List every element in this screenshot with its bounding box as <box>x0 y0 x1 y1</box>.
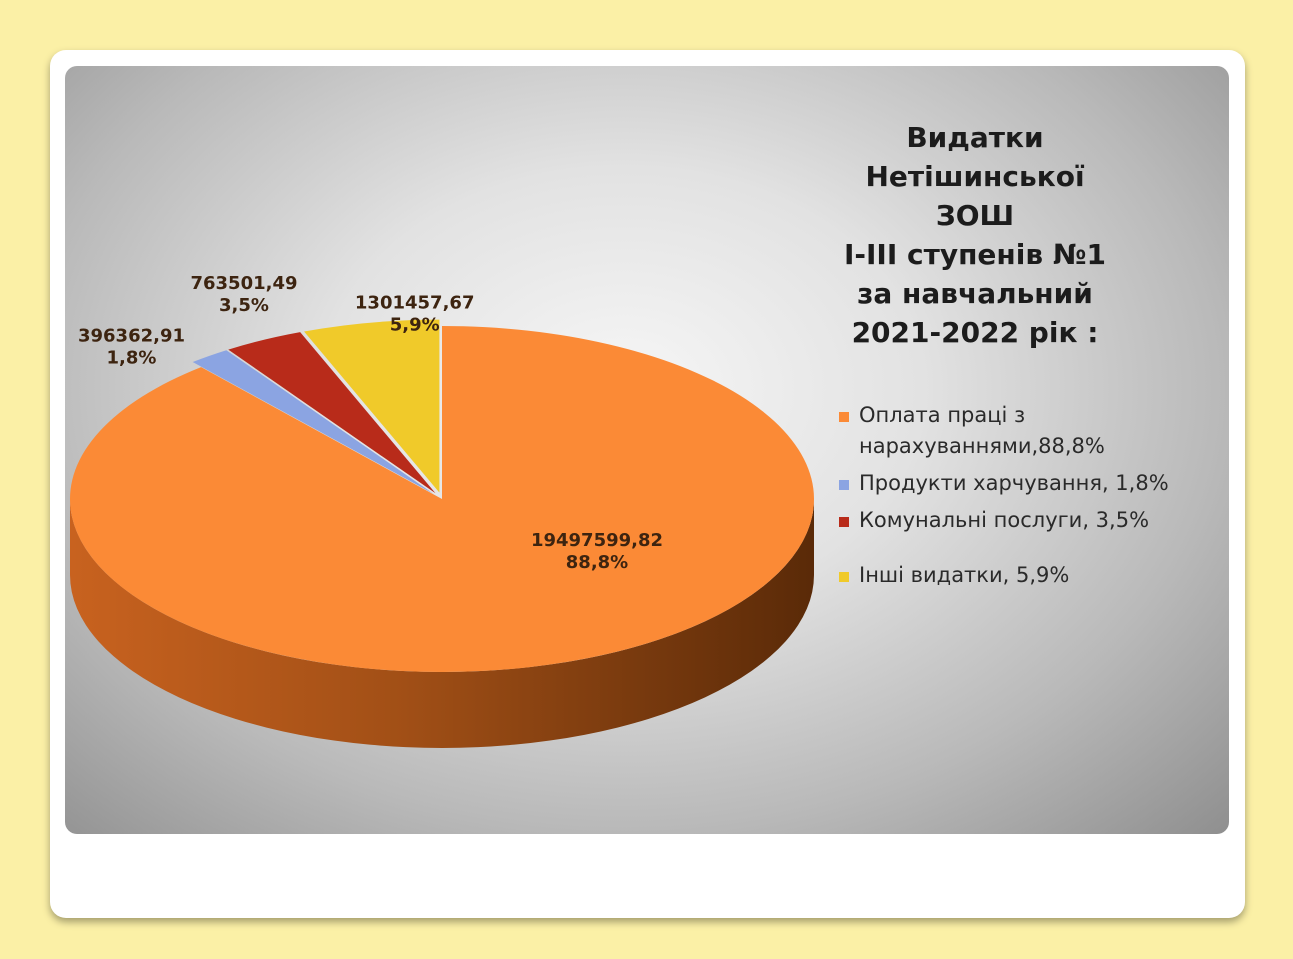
legend-item-2: Продукти харчування, 1,8% <box>837 468 1217 499</box>
legend-label: Інші видатки, 5,9% <box>859 563 1070 587</box>
legend-item-4: Інші видатки, 5,9% <box>837 560 1217 591</box>
legend-item-3: Комунальні послуги, 3,5% <box>837 505 1217 536</box>
legend-swatch <box>839 572 849 582</box>
data-label-3: 763501,49 3,5% <box>190 273 297 316</box>
chart-legend: Оплата праці з нарахуваннями,88,8% Продук… <box>837 400 1217 597</box>
legend-label: Оплата праці з нарахуваннями,88,8% <box>859 403 1105 458</box>
chart-title: Видатки Нетішинської ЗОШ I-III ступенів … <box>843 121 1107 349</box>
pie-slice-1 <box>69 326 815 672</box>
legend-label: Продукти харчування, 1,8% <box>859 471 1169 495</box>
chart-panel: 19497599,82 88,8% 396362,91 1,8% 763501,49 3,… <box>65 66 1229 834</box>
pie-slice-2 <box>192 350 434 494</box>
pie-chart: 19497599,82 88,8% 396362,91 1,8%763501,49 3,… <box>69 273 815 748</box>
pie-slice-3 <box>228 332 436 494</box>
data-label-1: 19497599,82 88,8% <box>531 530 663 573</box>
pie-slice-4 <box>304 319 440 493</box>
legend-swatch <box>839 480 849 490</box>
legend-swatch <box>839 517 849 527</box>
pie-slice-side-0 <box>70 499 814 748</box>
data-label-2: 396362,91 1,8% <box>78 326 185 369</box>
legend-label: Комунальні послуги, 3,5% <box>859 508 1150 532</box>
legend-swatch <box>839 412 849 422</box>
legend-item-1: Оплата праці з нарахуваннями,88,8% <box>837 400 1217 462</box>
data-label-4: 1301457,67 5,9% <box>355 293 475 336</box>
